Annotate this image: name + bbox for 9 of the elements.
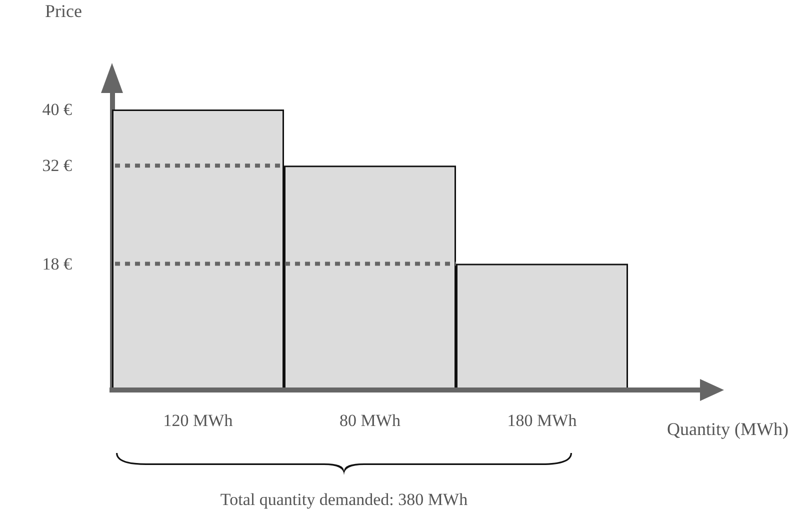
y-tick-label: 18 €: [42, 254, 72, 274]
x-tick-label: 80 MWh: [340, 411, 401, 430]
x-tick-label: 120 MWh: [163, 411, 234, 430]
text: Total quantity demanded: 380 MWh: [220, 490, 468, 510]
y-tick-label: 32 €: [42, 156, 72, 176]
x-axis-title: Quantity (MWh): [667, 419, 788, 439]
y-axis-title: Price: [45, 1, 82, 21]
x-tick-label: 180 MWh: [507, 411, 578, 430]
y-tick-label: 40 €: [42, 100, 72, 120]
